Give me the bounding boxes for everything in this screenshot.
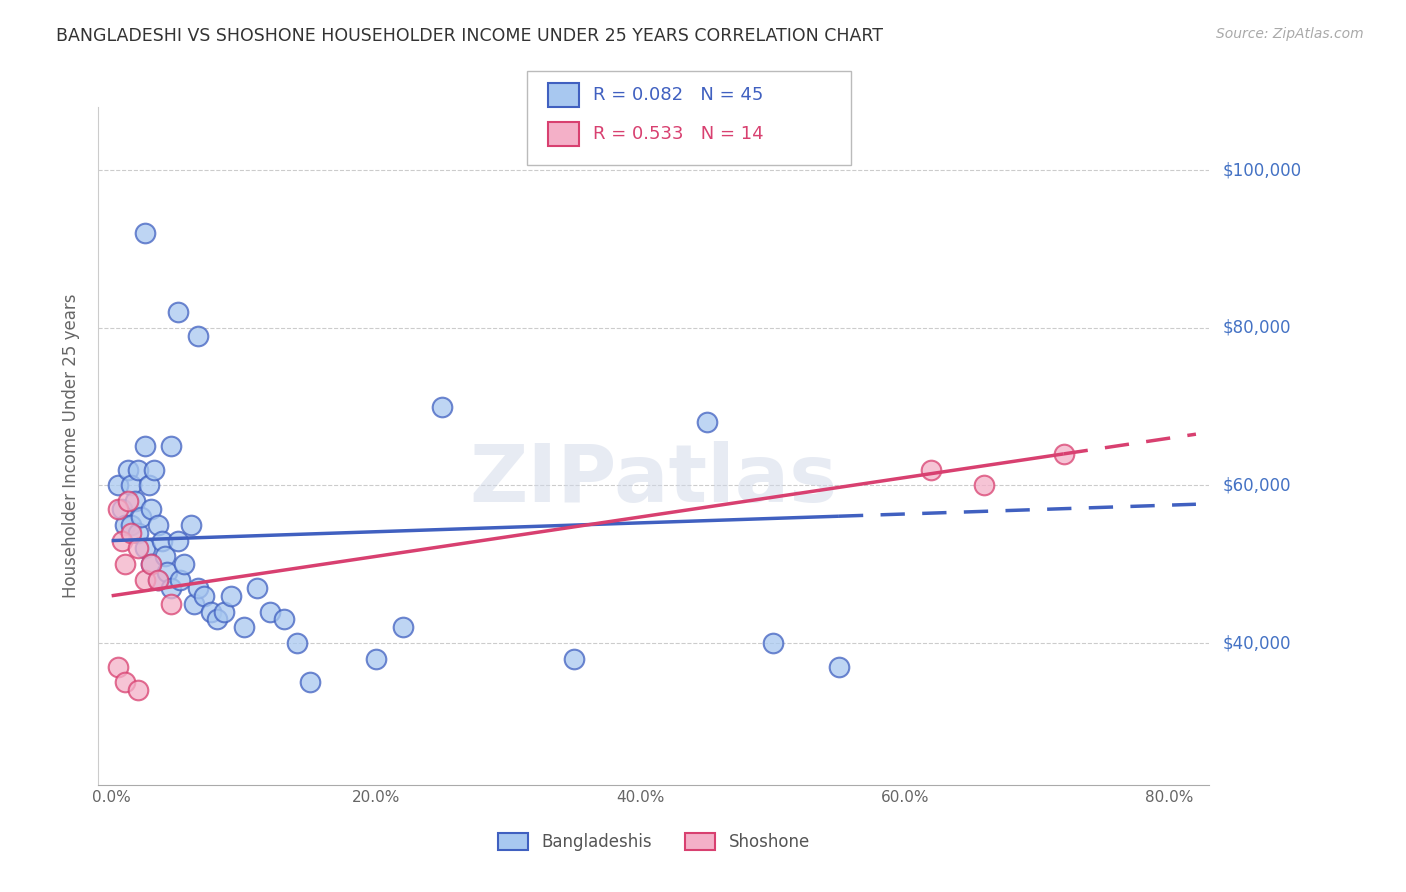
- Point: [146, 517, 169, 532]
- Point: [259, 605, 281, 619]
- Point: [114, 517, 136, 532]
- Point: [920, 463, 942, 477]
- Y-axis label: Householder Income Under 25 years: Householder Income Under 25 years: [62, 293, 80, 599]
- Legend: Bangladeshis, Shoshone: Bangladeshis, Shoshone: [491, 827, 817, 858]
- Point: [117, 463, 139, 477]
- Point: [138, 478, 160, 492]
- Point: [246, 581, 269, 595]
- Point: [114, 675, 136, 690]
- Point: [564, 652, 586, 666]
- Point: [141, 558, 163, 572]
- Point: [134, 439, 156, 453]
- Point: [187, 581, 209, 595]
- Point: [121, 517, 143, 532]
- Point: [107, 659, 129, 673]
- Point: [127, 541, 149, 556]
- Point: [153, 549, 176, 564]
- Point: [183, 597, 205, 611]
- Text: $80,000: $80,000: [1222, 318, 1291, 337]
- Point: [166, 533, 188, 548]
- Point: [366, 652, 388, 666]
- Point: [146, 573, 169, 587]
- Point: [127, 525, 149, 540]
- Point: [160, 581, 183, 595]
- Point: [107, 478, 129, 492]
- Point: [134, 226, 156, 240]
- Text: $60,000: $60,000: [1222, 476, 1291, 494]
- Point: [160, 439, 183, 453]
- Point: [160, 597, 183, 611]
- Text: ZIPatlas: ZIPatlas: [470, 441, 838, 519]
- Point: [173, 558, 195, 572]
- Point: [156, 565, 179, 579]
- Point: [143, 463, 166, 477]
- Point: [166, 305, 188, 319]
- Text: Source: ZipAtlas.com: Source: ZipAtlas.com: [1216, 27, 1364, 41]
- Point: [762, 636, 785, 650]
- Point: [207, 612, 229, 626]
- Point: [141, 502, 163, 516]
- Point: [129, 510, 152, 524]
- Point: [141, 558, 163, 572]
- Point: [124, 494, 146, 508]
- Text: $40,000: $40,000: [1222, 634, 1291, 652]
- Point: [828, 659, 851, 673]
- Point: [134, 541, 156, 556]
- Point: [127, 683, 149, 698]
- Point: [273, 612, 295, 626]
- Point: [285, 636, 308, 650]
- Text: BANGLADESHI VS SHOSHONE HOUSEHOLDER INCOME UNDER 25 YEARS CORRELATION CHART: BANGLADESHI VS SHOSHONE HOUSEHOLDER INCO…: [56, 27, 883, 45]
- Point: [107, 502, 129, 516]
- Point: [127, 463, 149, 477]
- Point: [134, 573, 156, 587]
- Point: [114, 558, 136, 572]
- Point: [121, 525, 143, 540]
- Point: [111, 533, 134, 548]
- Point: [219, 589, 242, 603]
- Point: [180, 517, 202, 532]
- Point: [696, 415, 718, 429]
- Point: [212, 605, 235, 619]
- Point: [117, 494, 139, 508]
- Point: [973, 478, 995, 492]
- Text: R = 0.082   N = 45: R = 0.082 N = 45: [593, 87, 763, 104]
- Point: [187, 328, 209, 343]
- Point: [169, 573, 191, 587]
- Text: $100,000: $100,000: [1222, 161, 1302, 179]
- Point: [1053, 447, 1076, 461]
- Text: R = 0.533   N = 14: R = 0.533 N = 14: [593, 125, 763, 143]
- Point: [146, 573, 169, 587]
- Point: [298, 675, 321, 690]
- Point: [200, 605, 222, 619]
- Point: [432, 400, 454, 414]
- Point: [193, 589, 215, 603]
- Point: [121, 478, 143, 492]
- Point: [150, 533, 173, 548]
- Point: [111, 502, 134, 516]
- Point: [391, 620, 413, 634]
- Point: [232, 620, 254, 634]
